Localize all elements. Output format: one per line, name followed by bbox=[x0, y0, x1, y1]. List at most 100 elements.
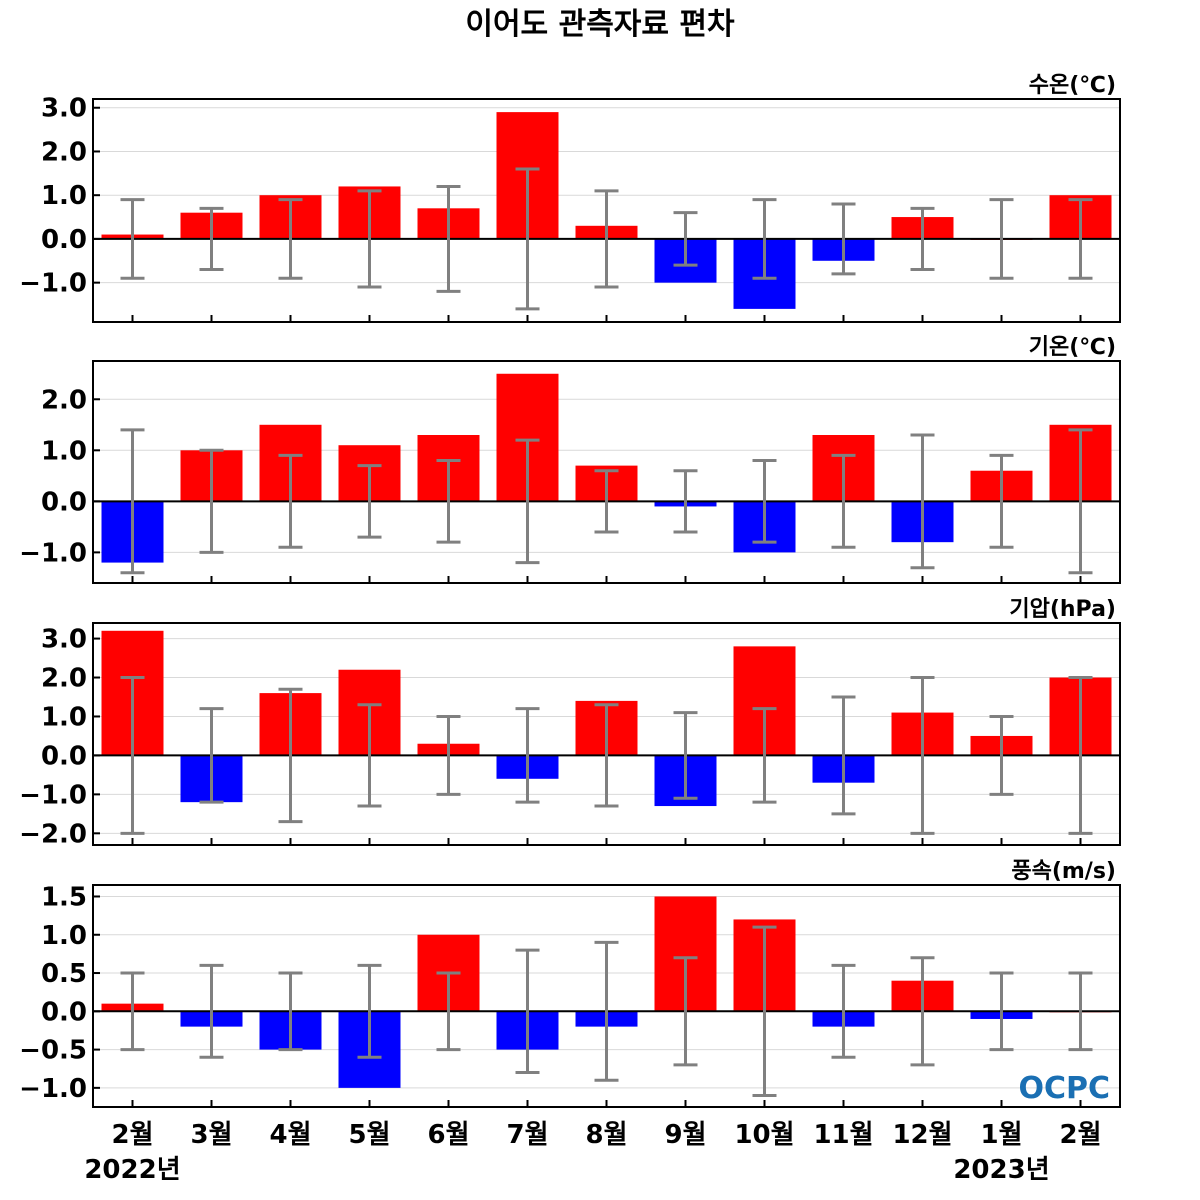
x-tick-label: 5월 bbox=[348, 1120, 390, 1150]
y-tick-label: −1.0 bbox=[19, 780, 87, 810]
y-tick-label: 1.5 bbox=[41, 882, 87, 912]
y-tick-label: −1.0 bbox=[19, 538, 87, 568]
x-tick-label: 7월 bbox=[506, 1120, 548, 1150]
y-tick-label: 0.0 bbox=[41, 741, 87, 771]
chart-panel: 2.0 1.0 0.0 −1.0 기온(℃) bbox=[19, 335, 1121, 584]
x-tick-label: 3월 bbox=[190, 1120, 232, 1150]
error-bar bbox=[989, 971, 1014, 1052]
chart-panel: 1.5 1.0 0.5 0.0 −0.5 −1.0 풍속(m/s) bbox=[19, 859, 1121, 1108]
y-tick-label: 0.0 bbox=[41, 225, 87, 255]
error-bar bbox=[673, 711, 698, 800]
error-bar bbox=[199, 448, 224, 554]
error-bar bbox=[357, 464, 382, 539]
x-tick-label: 9월 bbox=[664, 1120, 706, 1150]
error-bar bbox=[752, 707, 777, 804]
error-bar bbox=[1068, 971, 1093, 1052]
error-bar bbox=[515, 167, 540, 311]
panel-title: 풍속(m/s) bbox=[1011, 859, 1116, 884]
error-bar bbox=[752, 459, 777, 544]
ocpc-logo-text: OCPC bbox=[1018, 1071, 1110, 1106]
y-tick-label: −1.0 bbox=[19, 269, 87, 299]
x-axis-labels: 2월 3월 4월 5월 6월 7월 8월 9월 10월 11월 12월 1월 2월 2022년 2023년 bbox=[84, 1120, 1101, 1185]
error-bar bbox=[831, 202, 856, 276]
y-tick-label: 3.0 bbox=[41, 625, 87, 655]
y-tick-label: 0.0 bbox=[41, 997, 87, 1027]
error-bar bbox=[831, 453, 856, 549]
year-label: 2023년 bbox=[953, 1155, 1049, 1185]
page-title: 이어도 관측자료 편차 bbox=[465, 7, 735, 42]
chart-panel: 3.0 2.0 1.0 0.0 −1.0 −2.0 기압(hPa) bbox=[19, 597, 1121, 849]
error-bar bbox=[752, 198, 777, 280]
error-bar bbox=[199, 963, 224, 1059]
x-tick-label: 2월 bbox=[1059, 1120, 1101, 1150]
error-bar bbox=[436, 971, 461, 1052]
y-tick-label: 2.0 bbox=[41, 664, 87, 694]
error-bar bbox=[1068, 676, 1093, 835]
x-tick-label: 1월 bbox=[980, 1120, 1022, 1150]
y-tick-label: 1.0 bbox=[41, 181, 87, 211]
error-bar bbox=[199, 707, 224, 804]
error-bar bbox=[278, 971, 303, 1052]
chart-panels: 3.0 2.0 1.0 0.0 −1.0 수온(℃) 2.0 1.0 0.0 −1.0 기온(℃) 3… bbox=[19, 73, 1121, 1108]
error-bar bbox=[515, 707, 540, 804]
chart-panel: 3.0 2.0 1.0 0.0 −1.0 수온(℃) bbox=[19, 73, 1121, 323]
error-bar bbox=[199, 206, 224, 272]
x-tick-label: 2월 bbox=[111, 1120, 153, 1150]
x-tick-label: 12월 bbox=[892, 1120, 952, 1150]
error-bar bbox=[831, 695, 856, 816]
error-bar bbox=[673, 211, 698, 267]
error-bar bbox=[673, 469, 698, 534]
error-bar bbox=[278, 687, 303, 824]
error-bar bbox=[594, 469, 619, 534]
error-bar bbox=[989, 453, 1014, 549]
y-tick-label: 1.0 bbox=[41, 702, 87, 732]
y-tick-label: 1.0 bbox=[41, 436, 87, 466]
error-bar bbox=[357, 703, 382, 808]
error-bar bbox=[594, 940, 619, 1082]
error-bar bbox=[831, 963, 856, 1059]
y-tick-label: 0.5 bbox=[41, 959, 87, 989]
error-bar bbox=[357, 963, 382, 1059]
y-tick-label: 3.0 bbox=[41, 94, 87, 124]
y-tick-label: −1.0 bbox=[19, 1074, 87, 1104]
error-bar bbox=[436, 714, 461, 796]
error-bar bbox=[910, 206, 935, 272]
error-bar bbox=[910, 676, 935, 835]
error-bar bbox=[120, 676, 145, 835]
panel-title: 기온(℃) bbox=[1029, 335, 1116, 360]
error-bar bbox=[989, 198, 1014, 280]
y-tick-label: 1.0 bbox=[41, 921, 87, 951]
y-tick-label: 2.0 bbox=[41, 137, 87, 167]
error-bar bbox=[673, 956, 698, 1067]
x-tick-label: 4월 bbox=[269, 1120, 311, 1150]
error-bar bbox=[120, 971, 145, 1052]
y-tick-label: −2.0 bbox=[19, 819, 87, 849]
x-tick-label: 11월 bbox=[813, 1120, 873, 1150]
error-bar bbox=[120, 428, 145, 575]
error-bar bbox=[515, 948, 540, 1075]
x-tick-label: 8월 bbox=[585, 1120, 627, 1150]
error-bar bbox=[1068, 198, 1093, 280]
panel-title: 수온(℃) bbox=[1029, 73, 1116, 98]
error-bar bbox=[910, 956, 935, 1067]
error-bar bbox=[436, 459, 461, 544]
error-bar bbox=[120, 198, 145, 280]
error-bar bbox=[752, 925, 777, 1098]
error-bar bbox=[515, 438, 540, 565]
y-tick-label: 0.0 bbox=[41, 487, 87, 517]
error-bar bbox=[357, 189, 382, 289]
error-bar bbox=[1068, 428, 1093, 575]
error-bar bbox=[594, 189, 619, 289]
y-tick-label: 2.0 bbox=[41, 385, 87, 415]
error-bar bbox=[910, 433, 935, 570]
x-tick-label: 10월 bbox=[734, 1120, 794, 1150]
error-bar bbox=[278, 453, 303, 549]
error-bar bbox=[594, 703, 619, 808]
year-label: 2022년 bbox=[84, 1155, 180, 1185]
panel-title: 기압(hPa) bbox=[1009, 597, 1116, 622]
y-tick-label: −0.5 bbox=[19, 1036, 87, 1066]
x-tick-label: 6월 bbox=[427, 1120, 469, 1150]
error-bar bbox=[436, 184, 461, 293]
ocpc-logo: OCPC bbox=[1018, 1071, 1110, 1106]
